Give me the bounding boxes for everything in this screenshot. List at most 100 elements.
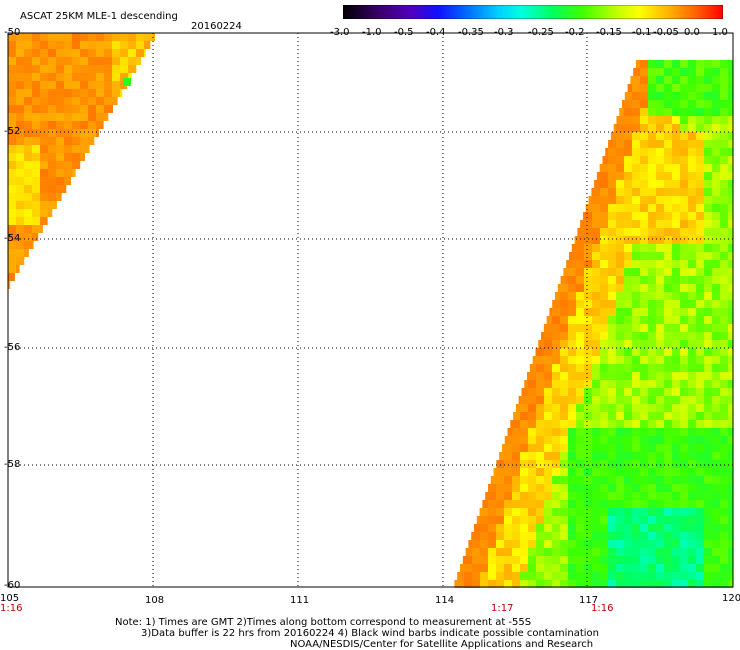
- wind-cell: [40, 89, 48, 97]
- wind-cell: [688, 228, 696, 236]
- wind-cell: [648, 172, 656, 180]
- wind-cell: [24, 129, 32, 137]
- wind-cell: [704, 492, 712, 500]
- wind-cell: [608, 252, 616, 260]
- wind-cell: [616, 524, 624, 532]
- wind-cell: [56, 81, 64, 89]
- wind-cell: [704, 276, 712, 284]
- wind-cell: [512, 476, 520, 484]
- wind-cell: [616, 204, 624, 212]
- wind-cell: [24, 49, 32, 57]
- wind-cell: [664, 548, 672, 556]
- wind-cell: [632, 116, 640, 124]
- wind-cell: [672, 516, 680, 524]
- time-label: 1:16: [591, 603, 614, 614]
- wind-cell: [664, 572, 672, 580]
- wind-cell: [48, 137, 56, 145]
- wind-cell: [576, 580, 584, 588]
- wind-cell: [104, 81, 112, 89]
- wind-cell: [680, 324, 688, 332]
- wind-cell: [600, 244, 608, 252]
- wind-cell: [680, 236, 688, 244]
- wind-cell: [688, 420, 696, 428]
- wind-cell: [712, 292, 720, 300]
- wind-cell: [568, 564, 576, 572]
- wind-cell: [96, 57, 104, 65]
- wind-cell: [704, 548, 712, 556]
- wind-cell: [624, 524, 632, 532]
- wind-cell: [704, 220, 712, 228]
- wind-cell: [632, 580, 640, 588]
- wind-cell: [672, 532, 680, 540]
- lat-label: -54: [4, 233, 21, 244]
- wind-cell: [462, 556, 464, 564]
- wind-cell: [624, 500, 632, 508]
- wind-cell: [688, 204, 696, 212]
- wind-cell: [720, 68, 728, 76]
- wind-cell: [568, 252, 576, 260]
- wind-cell: [552, 404, 560, 412]
- wind-cell: [648, 580, 656, 588]
- wind-cell: [616, 292, 624, 300]
- wind-cell: [712, 324, 720, 332]
- wind-cell: [568, 292, 576, 300]
- wind-cell: [632, 396, 640, 404]
- wind-cell: [528, 564, 536, 572]
- wind-cell: [80, 81, 88, 89]
- wind-cell: [688, 180, 696, 188]
- wind-cell: [544, 420, 552, 428]
- wind-cell: [728, 460, 733, 468]
- wind-cell: [728, 156, 733, 164]
- wind-cell: [704, 68, 712, 76]
- wind-cell: [520, 396, 528, 404]
- wind-cell: [672, 276, 680, 284]
- wind-cell: [568, 508, 576, 516]
- wind-cell: [632, 436, 640, 444]
- wind-cell: [672, 356, 680, 364]
- wind-cell: [536, 468, 544, 476]
- wind-cell: [656, 460, 664, 468]
- wind-cell: [672, 500, 680, 508]
- wind-cell: [632, 132, 640, 140]
- wind-cell: [24, 193, 32, 201]
- wind-cell: [720, 92, 728, 100]
- wind-cell: [552, 348, 560, 356]
- wind-cell: [696, 244, 704, 252]
- wind-cell: [632, 324, 640, 332]
- wind-cell: [600, 284, 608, 292]
- wind-cell: [576, 396, 584, 404]
- wind-cell: [40, 105, 48, 113]
- wind-cell: [640, 444, 648, 452]
- wind-cell: [600, 492, 608, 500]
- wind-cell: [608, 556, 616, 564]
- wind-cell: [592, 252, 600, 260]
- wind-cell: [640, 316, 648, 324]
- wind-cell: [632, 388, 640, 396]
- wind-cell: [728, 236, 733, 244]
- wind-cell: [664, 164, 672, 172]
- wind-cell: [560, 412, 568, 420]
- wind-cell: [504, 548, 512, 556]
- colorbar-tick: 1.0: [712, 27, 728, 38]
- wind-cell: [600, 476, 608, 484]
- wind-cell: [672, 188, 680, 196]
- wind-cell: [24, 209, 32, 217]
- wind-cell: [632, 476, 640, 484]
- wind-cell: [580, 220, 584, 228]
- wind-cell: [80, 121, 88, 129]
- wind-cell: [80, 73, 88, 81]
- wind-cell: [672, 476, 680, 484]
- wind-cell: [680, 420, 688, 428]
- wind-cell: [672, 388, 680, 396]
- wind-cell: [536, 444, 544, 452]
- wind-cell: [88, 97, 96, 105]
- wind-cell: [16, 97, 24, 105]
- wind-cell: [648, 292, 656, 300]
- wind-cell: [557, 284, 560, 292]
- wind-cell: [544, 540, 552, 548]
- wind-cell: [56, 169, 64, 177]
- wind-cell: [624, 348, 632, 356]
- wind-cell: [624, 484, 632, 492]
- wind-cell: [633, 68, 640, 76]
- wind-cell: [656, 268, 664, 276]
